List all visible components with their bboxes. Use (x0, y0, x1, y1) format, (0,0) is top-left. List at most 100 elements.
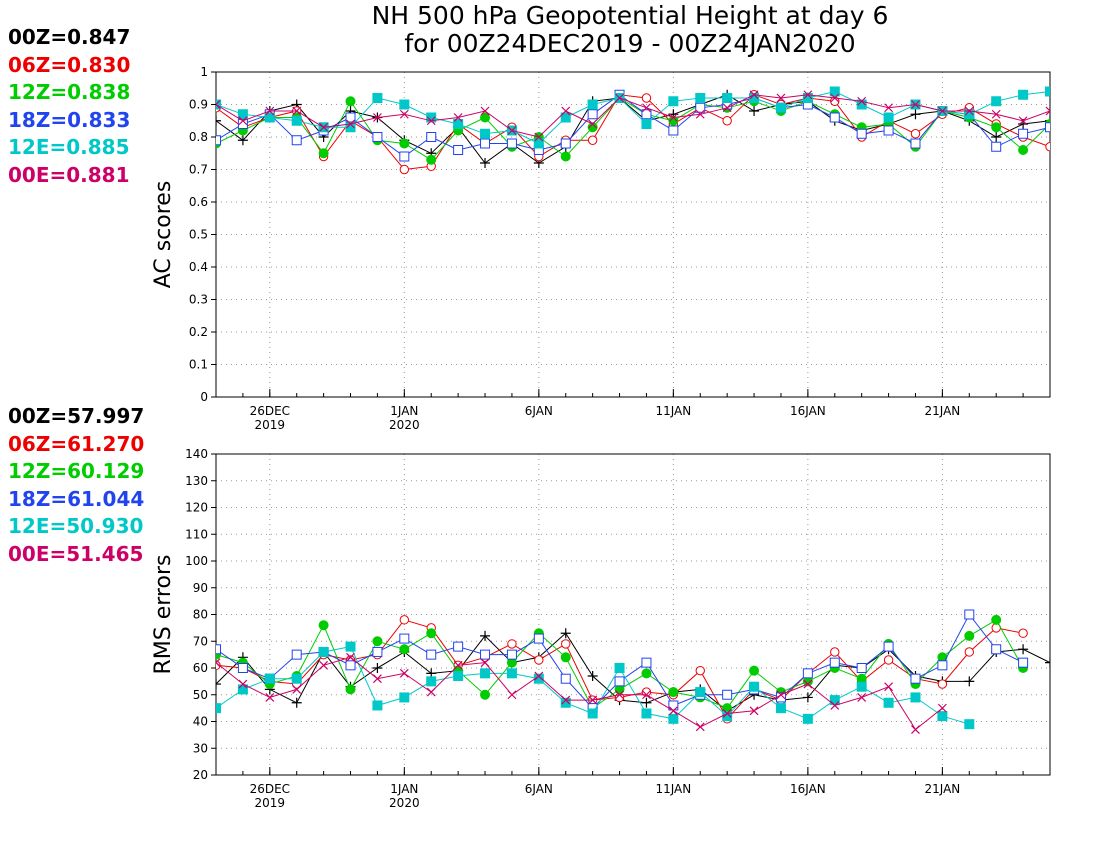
ac-xtick-label: 21JAN (924, 404, 960, 418)
ac-point-00e (642, 103, 651, 113)
ac-point-12e (345, 122, 356, 133)
ac-point-00e (722, 103, 732, 113)
ac-series-line-00z (216, 94, 1050, 164)
ac-point-00e (1045, 106, 1050, 116)
ac-point-12e (641, 119, 652, 129)
rms-point-12e (829, 695, 840, 706)
ac-series-line-00e (216, 94, 1050, 138)
ac-point-00e (426, 116, 436, 126)
rms-point-00e (937, 703, 947, 713)
rms-ytick-label: 140 (185, 447, 208, 461)
rms-point-12e (937, 711, 948, 722)
rms-series-line-00e (216, 656, 943, 731)
rms-point-00e (346, 652, 355, 662)
ac-point-12z (345, 96, 356, 107)
ac-point-18z (345, 112, 356, 123)
rms-point-18z (722, 689, 733, 700)
ac-point-00z (749, 106, 760, 116)
rms-point-00e (372, 674, 382, 684)
ac-point-12z (587, 122, 598, 133)
ac-point-00e (292, 106, 302, 116)
ac-point-00e (588, 119, 598, 129)
rms-point-18z (910, 673, 921, 684)
ac-point-12z (399, 138, 410, 149)
rms-point-18z (802, 668, 813, 679)
rms-point-00e (399, 668, 409, 678)
ac-point-18z (1045, 122, 1050, 133)
ac-point-00z (991, 132, 1002, 142)
rms-ytick-label: 50 (193, 688, 208, 702)
ac-point-06z (910, 129, 921, 139)
ac-point-00e (399, 109, 409, 119)
ac-point-00e (346, 119, 355, 129)
ac-ytick-label: 0.2 (189, 325, 208, 339)
rms-ytick-label: 120 (185, 501, 208, 515)
rms-point-12e (883, 697, 894, 708)
ac-series-00e (216, 90, 1050, 142)
rms-legend-12e: 12E=50.930 (8, 514, 144, 539)
rms-point-12z (560, 652, 571, 663)
ac-point-18z (216, 135, 221, 146)
ac-point-12e (587, 99, 598, 110)
ac-point-06z (399, 164, 410, 175)
rms-point-12z (318, 620, 329, 631)
rms-point-00z (1018, 644, 1029, 655)
rms-point-06z (507, 639, 517, 649)
rms-point-00e (615, 690, 624, 700)
rms-point-00e (695, 722, 705, 732)
rms-point-18z (937, 660, 948, 671)
ac-legend-18z: 18Z=0.833 (8, 107, 131, 132)
rms-point-12z (964, 630, 975, 641)
rms-point-18z (291, 649, 302, 660)
rms-point-12e (775, 703, 786, 714)
rms-ytick-label: 20 (193, 768, 208, 782)
ac-xtick-label: 6JAN (525, 404, 553, 418)
ac-point-12e (991, 96, 1002, 107)
rms-point-00e (588, 695, 598, 705)
rms-xtick-year: 2020 (389, 796, 420, 810)
rms-point-12e (964, 719, 975, 730)
rms-point-00e (749, 706, 759, 716)
rms-xtick-label: 21JAN (924, 782, 960, 796)
ac-point-12e (964, 109, 975, 120)
rms-point-12z (991, 614, 1002, 625)
rms-legend-18z: 18Z=61.044 (8, 486, 145, 511)
rms-series-00e (216, 652, 947, 734)
rms-point-00e (561, 695, 571, 705)
ac-point-18z (883, 125, 894, 136)
ac-point-00e (615, 93, 624, 103)
rms-point-00z (802, 692, 813, 703)
rms-ytick-label: 70 (193, 634, 208, 648)
ac-point-18z (991, 141, 1002, 152)
rms-point-06z (1018, 628, 1028, 638)
ac-point-00e (480, 106, 490, 116)
rms-point-00e (642, 690, 651, 700)
rms-point-00z (560, 628, 571, 639)
rms-errors-chart: 20 30 40 50 60 70 80 90 100 110 120 130 140 26DEC2019… (151, 447, 1051, 810)
ac-ytick-label: 1 (200, 65, 208, 79)
rms-ytick-label: 100 (185, 554, 208, 568)
ac-point-00e (884, 103, 894, 113)
ac-point-12e (775, 102, 786, 113)
ac-point-00e (991, 109, 1001, 119)
rms-point-18z (480, 649, 491, 660)
rms-ytick-label: 90 (193, 581, 208, 595)
ac-point-18z (829, 112, 840, 123)
rms-point-12e (695, 687, 706, 698)
rms-ytick-label: 80 (193, 608, 208, 622)
ac-point-18z (1018, 128, 1029, 139)
ac-point-00e (319, 122, 329, 132)
ac-ytick-label: 0.6 (189, 195, 208, 209)
ac-point-12e (856, 99, 867, 110)
rms-point-12z (399, 644, 410, 655)
ac-point-12z (560, 151, 571, 162)
rms-point-18z (641, 657, 652, 668)
ac-legend-06z: 06Z=0.830 (8, 52, 131, 77)
rms-point-12z (426, 628, 437, 639)
ac-point-12z (1018, 145, 1029, 155)
ac-point-00e (937, 106, 947, 116)
ac-xtick-label: 11JAN (655, 404, 691, 418)
rms-xtick-label: 6JAN (525, 782, 553, 796)
ac-point-12e (883, 112, 894, 123)
